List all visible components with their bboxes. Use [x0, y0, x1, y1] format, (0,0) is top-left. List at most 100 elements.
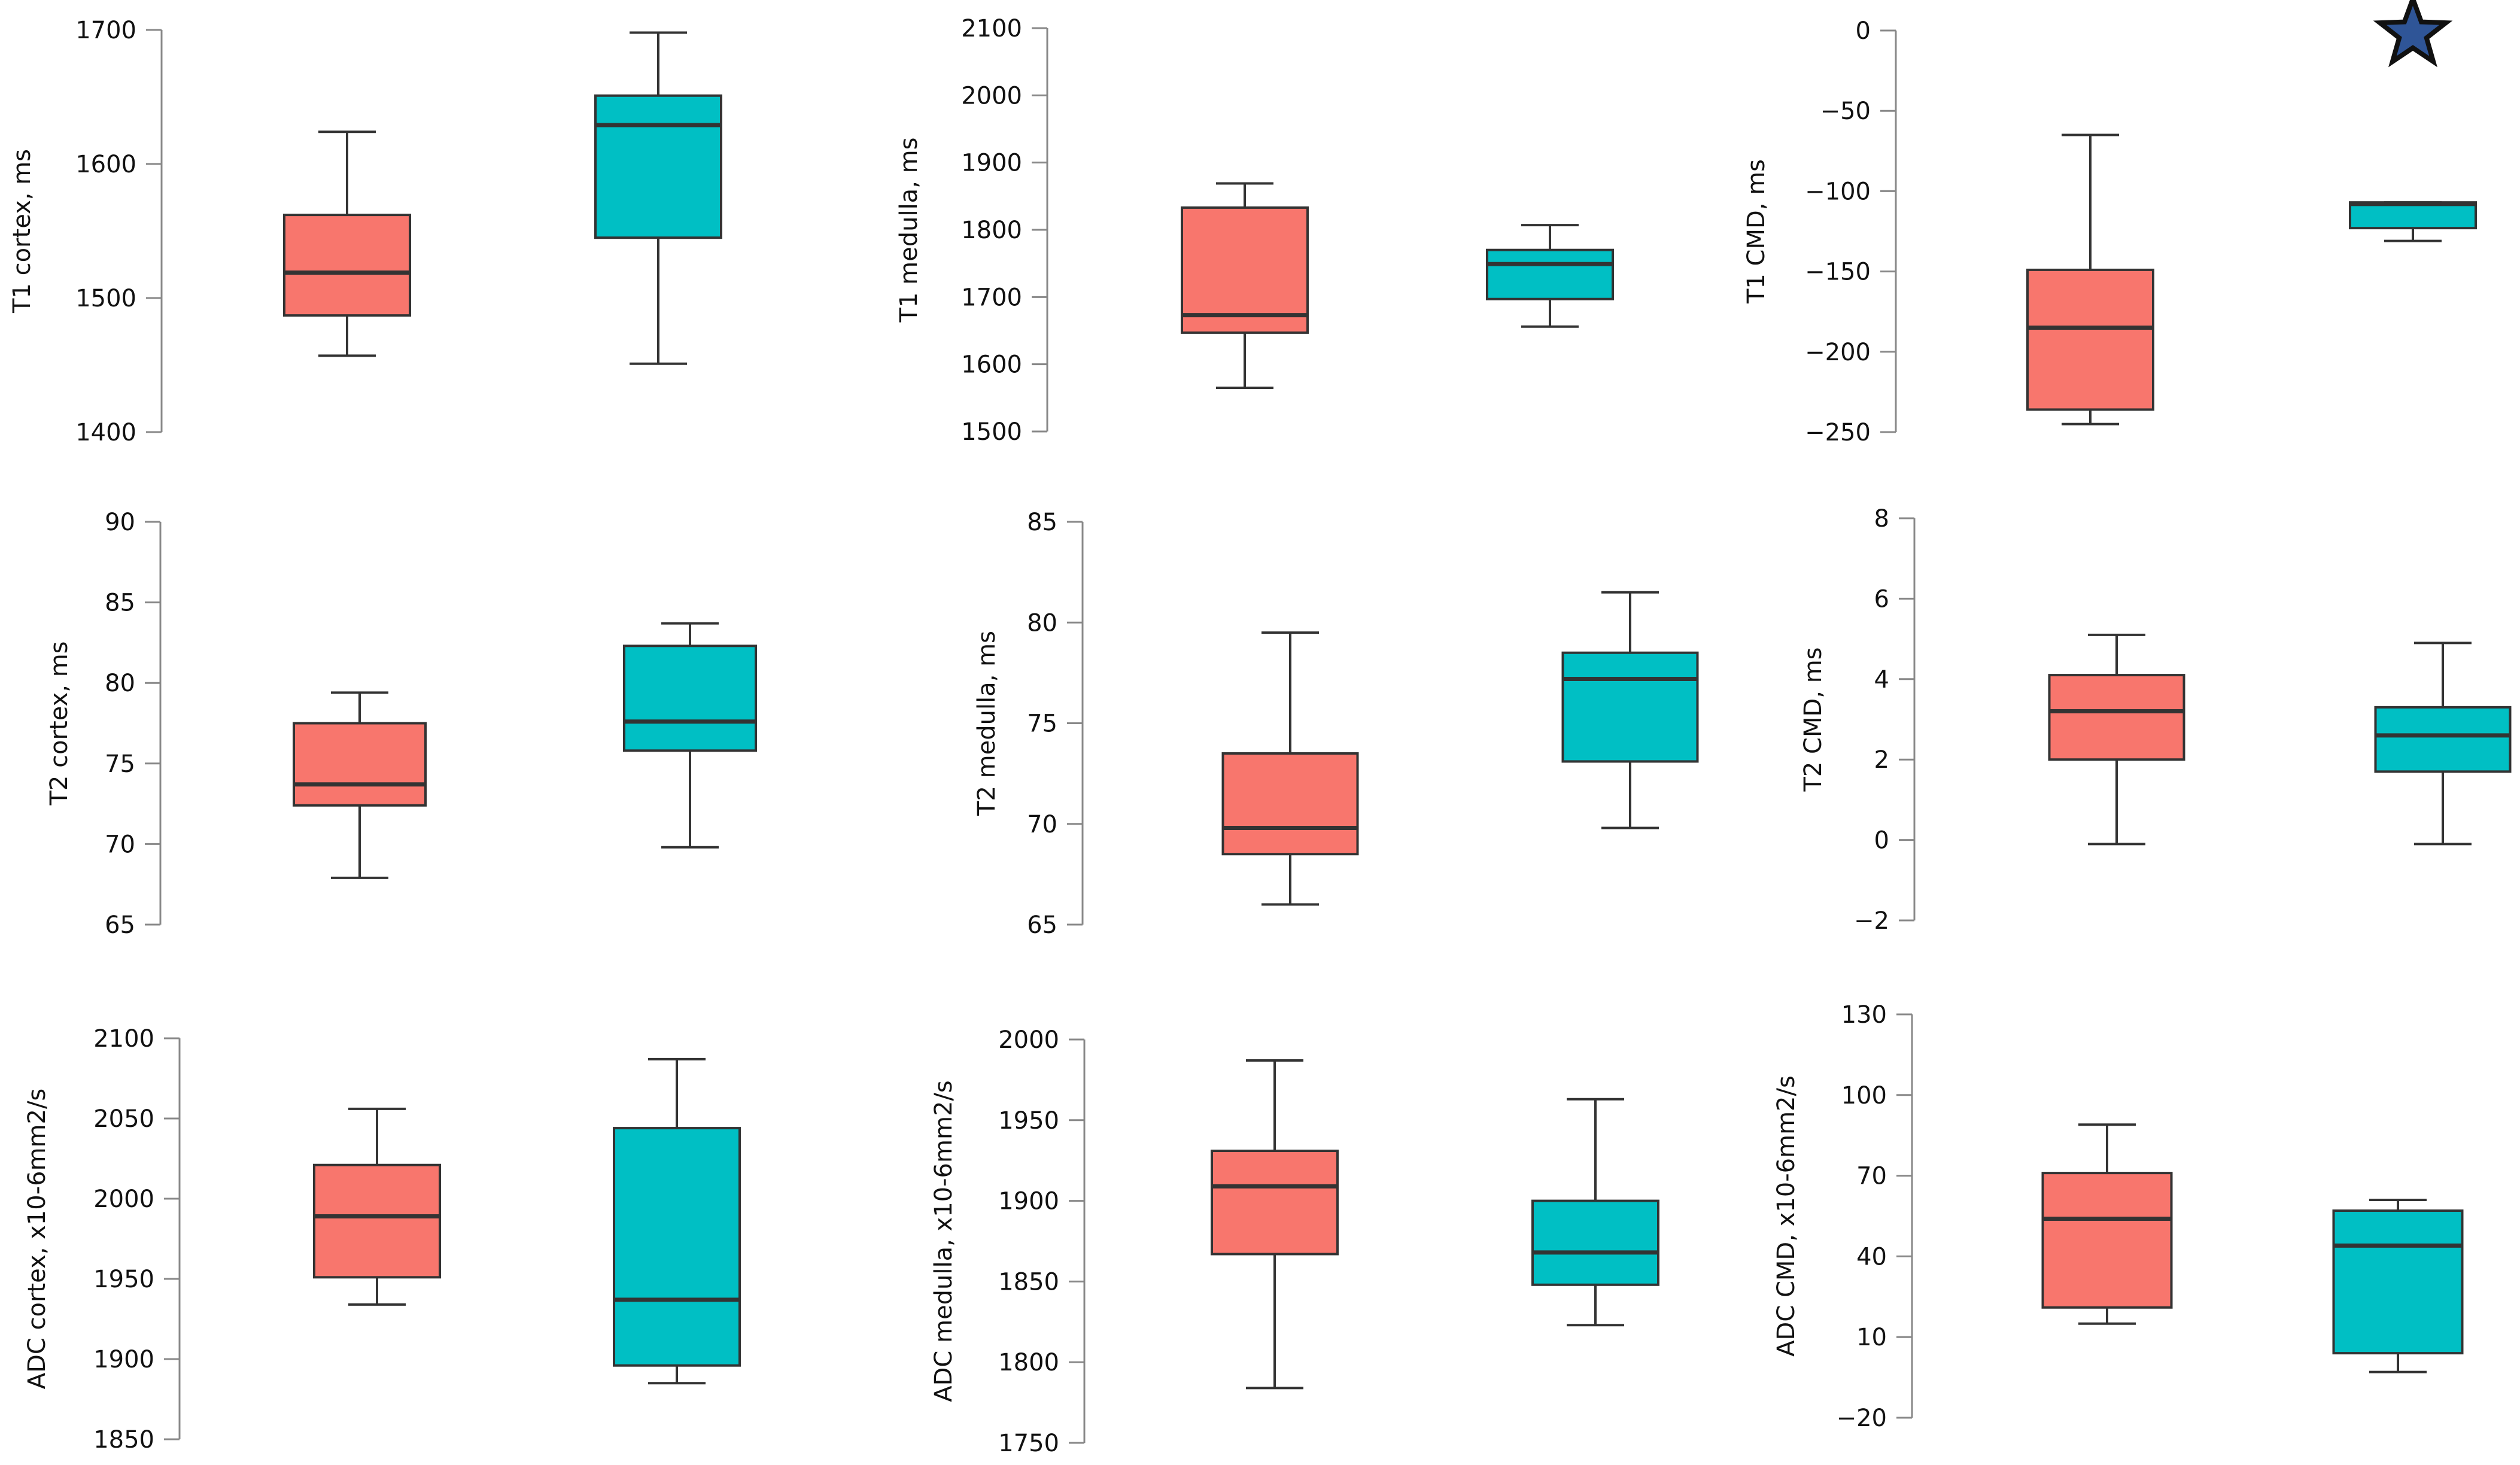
box-group_a	[1181, 182, 1309, 389]
y-tick-label: −50	[1820, 98, 1871, 125]
y-tick-label: 2000	[961, 82, 1022, 110]
y-tick-label: 2000	[998, 1026, 1059, 1054]
y-tick-label: 1700	[75, 17, 136, 44]
panel-6: −2 0 2 4 6 8 T2 CMD, ms	[1799, 505, 2512, 935]
y-axis-label: ADC cortex, x10-6mm2/s	[23, 1089, 51, 1390]
panel-1: 1400 1500 1600 1700 T1 cortex, ms	[8, 17, 722, 446]
iqr-box	[283, 214, 411, 317]
iqr-box	[2048, 674, 2185, 761]
box-group_b	[2349, 201, 2477, 242]
y-tick-label: 1600	[75, 151, 136, 178]
y-tick-label: 1800	[998, 1349, 1059, 1376]
y-tick-label: 85	[1027, 509, 1057, 536]
box-group_a	[1221, 631, 1359, 906]
y-tick-label: 100	[1841, 1082, 1887, 1110]
box-group_b	[613, 1057, 741, 1385]
panel-4: 65 70 75 80 85 90 T2 cortex, ms	[45, 509, 757, 939]
y-axis-label: T2 medulla, ms	[973, 631, 1001, 816]
y-tick-label: 70	[1856, 1163, 1887, 1190]
box-group_b	[623, 622, 757, 849]
iqr-box	[2349, 201, 2477, 230]
y-tick-label: 1950	[998, 1107, 1059, 1135]
iqr-box	[1181, 206, 1309, 334]
y-tick-label: 1900	[961, 150, 1022, 177]
box-group_b	[2332, 1199, 2464, 1373]
y-tick-label: 0	[1856, 17, 1871, 45]
panel-3: −250 −200 −150 −100 −50 0 T1 CMD, ms	[1743, 0, 2477, 446]
y-tick-label: 1850	[998, 1268, 1059, 1296]
panel-5: 65 70 75 80 85 T2 medulla, ms	[973, 509, 1699, 939]
y-tick-label: 80	[105, 670, 135, 697]
y-axis-label: T2 CMD, ms	[1799, 647, 1827, 792]
y-tick-label: 75	[105, 750, 135, 778]
y-tick-label: 2100	[93, 1025, 154, 1053]
box-group_b	[1561, 591, 1699, 829]
iqr-box	[2332, 1209, 2464, 1355]
iqr-box	[1211, 1150, 1339, 1256]
panel-7: 1850 1900 1950 2000 2050 2100 ADC cortex, x10-…	[23, 1025, 741, 1454]
y-axis-label: T1 cortex, ms	[8, 149, 36, 314]
y-tick-label: 1950	[93, 1266, 154, 1293]
y-tick-label: −250	[1805, 419, 1871, 446]
y-axis-label: ADC medulla, x10-6mm2/s	[930, 1080, 957, 1402]
iqr-box	[313, 1163, 441, 1279]
iqr-box	[1221, 752, 1359, 856]
box-group_a	[293, 691, 427, 879]
y-tick-label: −200	[1805, 339, 1871, 366]
y-tick-label: 2	[1874, 746, 1889, 774]
y-tick-label: 40	[1856, 1243, 1887, 1271]
box-group_a	[2026, 133, 2154, 425]
y-tick-label: 70	[1027, 811, 1057, 838]
y-tick-label: 2100	[961, 15, 1022, 42]
y-tick-label: 65	[105, 911, 135, 939]
box-group_b	[1531, 1098, 1659, 1327]
y-tick-label: 1850	[93, 1426, 154, 1454]
y-axis-label: T1 medulla, ms	[895, 138, 923, 323]
y-tick-label: 90	[105, 509, 135, 536]
y-tick-label: 1500	[961, 418, 1022, 446]
y-tick-label: 1700	[961, 284, 1022, 311]
box-group_b	[2374, 642, 2512, 846]
y-tick-label: 0	[1874, 827, 1889, 855]
y-axis-label: T1 CMD, ms	[1743, 159, 1770, 304]
y-axis-label: ADC CMD, x10-6mm2/s	[1773, 1075, 1800, 1357]
y-tick-label: 1600	[961, 351, 1022, 379]
iqr-box	[613, 1127, 741, 1367]
y-tick-label: 1750	[998, 1430, 1059, 1457]
panel-9: −20 10 40 70 100 130 ADC CMD, x10-6mm2/s	[1773, 1001, 2464, 1432]
y-tick-label: 65	[1027, 911, 1057, 939]
y-tick-label: 2000	[93, 1186, 154, 1213]
y-tick-label: 1900	[93, 1346, 154, 1373]
significance-star-icon	[2373, 0, 2453, 68]
y-tick-label: −100	[1805, 178, 1871, 205]
iqr-box	[1531, 1199, 1659, 1286]
iqr-box	[293, 722, 427, 807]
iqr-box	[623, 645, 757, 752]
box-group_a	[1211, 1059, 1339, 1390]
y-tick-label: 2050	[93, 1105, 154, 1133]
y-tick-label: −2	[1854, 907, 1889, 935]
iqr-box	[2026, 268, 2154, 411]
iqr-box	[1486, 248, 1614, 300]
y-tick-label: 130	[1841, 1001, 1887, 1029]
panel-8: 1750 1800 1850 1900 1950 2000 ADC medulla, x10…	[930, 1026, 1659, 1457]
y-tick-label: −150	[1805, 259, 1871, 286]
iqr-box	[2041, 1172, 2173, 1309]
y-tick-label: −20	[1837, 1405, 1887, 1432]
y-tick-label: 1400	[75, 419, 136, 446]
panel-2: 1500 1600 1700 1800 1900 2000 2100 T1 medulla, …	[895, 15, 1614, 446]
box-group_a	[283, 130, 411, 357]
y-tick-label: 1800	[961, 217, 1022, 244]
box-group_a	[313, 1107, 441, 1306]
y-tick-label: 8	[1874, 505, 1889, 533]
box-group_a	[2048, 633, 2185, 846]
iqr-box	[1561, 651, 1699, 763]
y-tick-label: 80	[1027, 609, 1057, 637]
box-group_a	[2041, 1123, 2173, 1325]
box-group_b	[1486, 224, 1614, 328]
y-tick-label: 6	[1874, 585, 1889, 613]
y-tick-label: 70	[105, 831, 135, 858]
box-group_b	[594, 31, 722, 365]
y-tick-label: 75	[1027, 710, 1057, 738]
iqr-box	[2374, 706, 2512, 773]
